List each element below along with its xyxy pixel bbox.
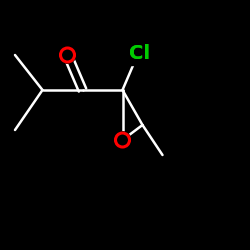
Bar <box>128 45 152 65</box>
Circle shape <box>59 47 76 63</box>
Text: Cl: Cl <box>130 44 150 63</box>
Circle shape <box>114 132 131 148</box>
Text: Cl: Cl <box>130 44 150 63</box>
